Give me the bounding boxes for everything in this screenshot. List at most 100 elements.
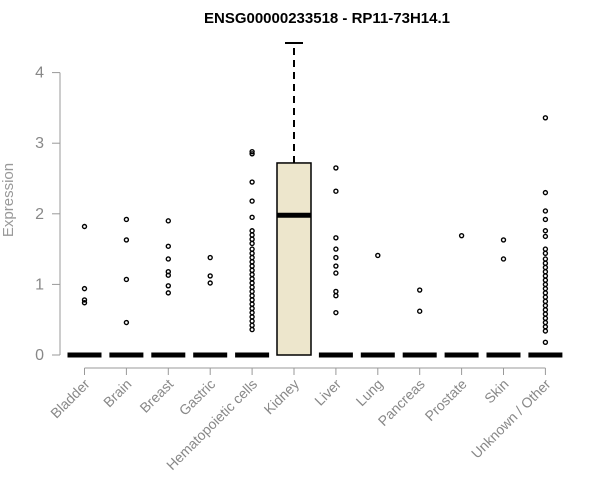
chart-title: ENSG00000233518 - RP11-73H14.1 xyxy=(204,10,450,27)
outlier-point xyxy=(249,309,255,316)
outlier-point xyxy=(542,115,549,121)
box-body xyxy=(276,162,312,356)
outlier-point xyxy=(165,243,172,249)
outlier-point xyxy=(249,259,255,265)
outlier-point xyxy=(249,280,255,286)
outlier-point xyxy=(249,246,255,252)
outlier-point xyxy=(542,315,549,321)
box-group xyxy=(67,223,102,358)
outlier-point xyxy=(249,322,255,329)
outlier-point xyxy=(500,237,507,243)
box-group xyxy=(318,165,353,358)
y-axis-label: Expression xyxy=(0,163,17,237)
outlier-point xyxy=(542,311,549,317)
box-group xyxy=(360,252,395,358)
outlier-point xyxy=(249,292,255,299)
outlier-point xyxy=(165,256,172,262)
outlier-point xyxy=(333,288,339,295)
x-tick-label: Pancreas xyxy=(375,376,428,429)
outlier-point xyxy=(81,285,88,292)
x-tick-label: Kidney xyxy=(261,376,303,418)
box-group xyxy=(276,41,312,356)
y-tick-label: 4 xyxy=(35,65,44,82)
outlier-point xyxy=(542,273,549,279)
outlier-point xyxy=(542,328,549,334)
outlier-point xyxy=(375,252,381,259)
x-tick-label: Prostate xyxy=(422,376,470,424)
outlier-point xyxy=(81,223,88,230)
outlier-point xyxy=(542,290,549,296)
box-group xyxy=(193,254,228,358)
outlier-point xyxy=(123,319,130,326)
x-tick-label: Brain xyxy=(100,376,134,410)
y-tick-label: 2 xyxy=(35,206,44,223)
outlier-point xyxy=(165,218,172,224)
outlier-point xyxy=(249,179,255,185)
outlier-point xyxy=(542,260,549,266)
outlier-point xyxy=(81,297,88,303)
outlier-point xyxy=(249,232,255,238)
outlier-point xyxy=(542,302,549,309)
box-group xyxy=(235,148,270,358)
outlier-point xyxy=(123,216,130,223)
outlier-point xyxy=(333,270,339,276)
box-group xyxy=(528,115,563,358)
y-tick-label: 1 xyxy=(35,276,44,293)
outlier-point xyxy=(333,235,339,241)
outlier-point xyxy=(542,250,549,257)
outlier-point xyxy=(333,292,339,299)
outlier-point xyxy=(333,309,339,316)
outlier-point xyxy=(542,319,549,326)
outlier-point xyxy=(542,208,549,214)
outlier-point xyxy=(542,268,549,275)
outlier-point xyxy=(542,264,549,271)
outlier-point xyxy=(249,271,255,278)
outlier-point xyxy=(249,314,255,320)
outlier-point xyxy=(249,267,255,273)
outlier-point xyxy=(542,339,549,345)
box-group xyxy=(109,216,144,358)
outlier-point xyxy=(542,216,549,223)
y-tick-label: 3 xyxy=(35,135,44,152)
outlier-point xyxy=(207,254,213,261)
outlier-point xyxy=(542,281,549,288)
outlier-point xyxy=(249,288,255,295)
box-group xyxy=(486,237,521,358)
x-tick-label: Liver xyxy=(311,376,344,409)
outlier-point xyxy=(249,276,255,282)
outlier-point xyxy=(249,254,255,261)
outlier-point xyxy=(542,233,549,240)
box-group xyxy=(151,218,186,358)
outlier-point xyxy=(333,188,339,194)
outlier-point xyxy=(249,305,255,312)
box-group xyxy=(402,287,437,358)
outlier-point xyxy=(542,256,549,262)
outlier-point xyxy=(123,276,130,283)
outlier-point xyxy=(249,240,255,247)
outlier-point xyxy=(333,263,339,269)
outlier-point xyxy=(165,283,172,289)
outlier-point xyxy=(249,297,255,303)
x-tick-label: Breast xyxy=(136,376,176,416)
outlier-point xyxy=(458,232,465,239)
outlier-point xyxy=(542,294,549,300)
outlier-point xyxy=(249,151,255,157)
x-tick-label: Lung xyxy=(353,376,386,409)
outlier-point xyxy=(333,254,339,261)
outlier-point xyxy=(542,189,549,196)
outlier-point xyxy=(249,284,255,290)
y-tick-label: 0 xyxy=(35,347,44,364)
outlier-point xyxy=(207,273,213,279)
outlier-point xyxy=(249,326,255,333)
outlier-point xyxy=(249,228,255,234)
outlier-point xyxy=(542,277,549,283)
outlier-point xyxy=(542,307,549,313)
outlier-point xyxy=(81,300,88,306)
outlier-point xyxy=(249,214,255,221)
outlier-point xyxy=(249,250,255,257)
outlier-point xyxy=(207,280,213,286)
outlier-point xyxy=(333,165,339,171)
outlier-point xyxy=(249,236,255,242)
outlier-point xyxy=(249,198,255,204)
